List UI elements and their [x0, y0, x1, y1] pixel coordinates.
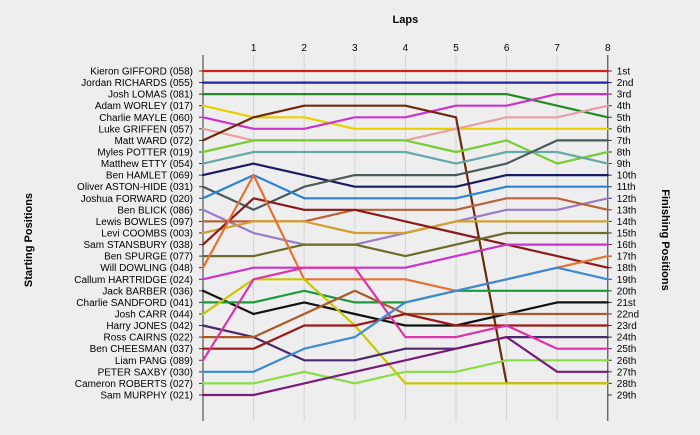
finishing-position-label: 11th: [617, 182, 636, 193]
starting-position-label: Sam MURPHY (021): [100, 390, 193, 401]
starting-position-label: Will DOWLING (048): [100, 263, 193, 274]
series-line: [201, 266, 609, 373]
starting-position-label: Callum HARTRIDGE (024): [74, 275, 193, 286]
starting-position-label: Kieron GIFFORD (058): [90, 67, 193, 78]
lap-tick-label: 6: [504, 43, 510, 54]
finishing-position-label: 17th: [617, 252, 636, 263]
starting-position-label: Matt WARD (072): [114, 136, 193, 147]
left-axis-title: Starting Positions: [23, 193, 35, 287]
finishing-position-label: 4th: [617, 101, 631, 112]
finishing-position-label: 22nd: [617, 309, 639, 320]
series-line: [201, 278, 609, 385]
lap-tick-label: 3: [352, 43, 358, 54]
series-line: [201, 266, 609, 362]
lap-tick-label: 7: [554, 43, 560, 54]
series-line: [201, 289, 609, 327]
finishing-position-label: 27th: [617, 367, 636, 378]
starting-position-label: Levi COOMBS (003): [101, 228, 193, 239]
lap-tick-label: 4: [403, 43, 409, 54]
finishing-position-label: 1st: [617, 67, 631, 78]
finishing-position-label: 24th: [617, 333, 636, 344]
finishing-position-label: 5th: [617, 113, 631, 124]
starting-position-label: Lewis BOWLES (097): [96, 217, 193, 228]
starting-position-label: Josh LOMAS (081): [108, 90, 193, 101]
finishing-position-label: 9th: [617, 159, 631, 170]
x-axis-title: Laps: [393, 14, 419, 26]
finishing-position-label: 14th: [617, 217, 636, 228]
starting-position-label: Ben HAMLET (069): [106, 171, 193, 182]
finishing-position-label: 8th: [617, 147, 631, 158]
finishing-position-label: 21st: [617, 298, 636, 309]
series-line: [201, 92, 609, 130]
starting-position-label: Sam STANSBURY (038): [84, 240, 193, 251]
starting-position-label: Adam WORLEY (017): [95, 101, 193, 112]
starting-position-label: Joshua FORWARD (020): [81, 194, 193, 205]
lap-tick-label: 2: [301, 43, 307, 54]
finishing-position-label: 15th: [617, 228, 636, 239]
series-line: [201, 243, 609, 281]
finishing-position-label: 2nd: [617, 78, 634, 89]
series-layer: [201, 69, 609, 397]
finishing-position-label: 18th: [617, 263, 636, 274]
finishing-position-label: 26th: [617, 356, 636, 367]
series-line: [201, 231, 609, 258]
starting-position-label: Cameron ROBERTS (027): [75, 379, 193, 390]
finishing-position-label: 13th: [617, 205, 636, 216]
starting-position-label: Jack BARBER (036): [102, 286, 193, 297]
finishing-position-label: 28th: [617, 379, 636, 390]
series-line: [201, 324, 609, 362]
finishing-position-label: 6th: [617, 124, 631, 135]
starting-position-label: Luke GRIFFEN (057): [99, 124, 193, 135]
finishing-position-label: 12th: [617, 194, 636, 205]
finishing-position-label: 25th: [617, 344, 636, 355]
labels-layer: 1 2 3 4 5 6 7 8 Kieron GIFFORD (058)Jordan RICHA…: [74, 43, 639, 401]
finishing-position-label: 29th: [617, 390, 636, 401]
lap-tick-label: 1: [251, 43, 257, 54]
series-line: [201, 92, 609, 119]
series-line: [201, 312, 609, 350]
starting-position-label: Ben BLICK (086): [117, 205, 193, 216]
starting-position-label: Charlie SANDFORD (041): [76, 298, 193, 309]
series-line: [201, 174, 609, 200]
starting-position-label: Harry JONES (042): [106, 321, 193, 332]
starting-position-label: Ben CHEESMAN (037): [90, 344, 193, 355]
finishing-position-label: 20th: [617, 286, 636, 297]
series-line: [201, 139, 609, 165]
finishing-position-label: 10th: [617, 171, 636, 182]
finishing-position-label: 3rd: [617, 90, 631, 101]
starting-position-label: Josh CARR (044): [115, 309, 193, 320]
finishing-position-label: 23rd: [617, 321, 637, 332]
starting-position-label: Jordan RICHARDS (055): [81, 78, 193, 89]
starting-position-label: Matthew ETTY (054): [101, 159, 193, 170]
lap-tick-label: 5: [453, 43, 459, 54]
finishing-position-label: 7th: [617, 136, 631, 147]
starting-position-label: PETER SAXBY (030): [98, 367, 193, 378]
series-line: [201, 162, 609, 188]
series-line: [201, 104, 609, 130]
finishing-position-label: 19th: [617, 275, 636, 286]
starting-position-label: Ben SPURGE (077): [104, 252, 193, 263]
starting-position-label: Liam PANG (089): [115, 356, 193, 367]
starting-position-label: Myles POTTER (019): [97, 147, 193, 158]
series-line: [201, 336, 609, 397]
starting-position-label: Oliver ASTON-HIDE (031): [77, 182, 193, 193]
series-line: [201, 197, 609, 269]
starting-position-label: Charlie MAYLE (060): [99, 113, 193, 124]
right-axis-title: Finishing Positions: [659, 189, 671, 290]
finishing-position-label: 16th: [617, 240, 636, 251]
series-line: [201, 150, 609, 165]
lap-tick-label: 8: [605, 43, 611, 54]
starting-position-label: Ross CAIRNS (022): [104, 333, 193, 344]
series-line: [201, 220, 609, 235]
